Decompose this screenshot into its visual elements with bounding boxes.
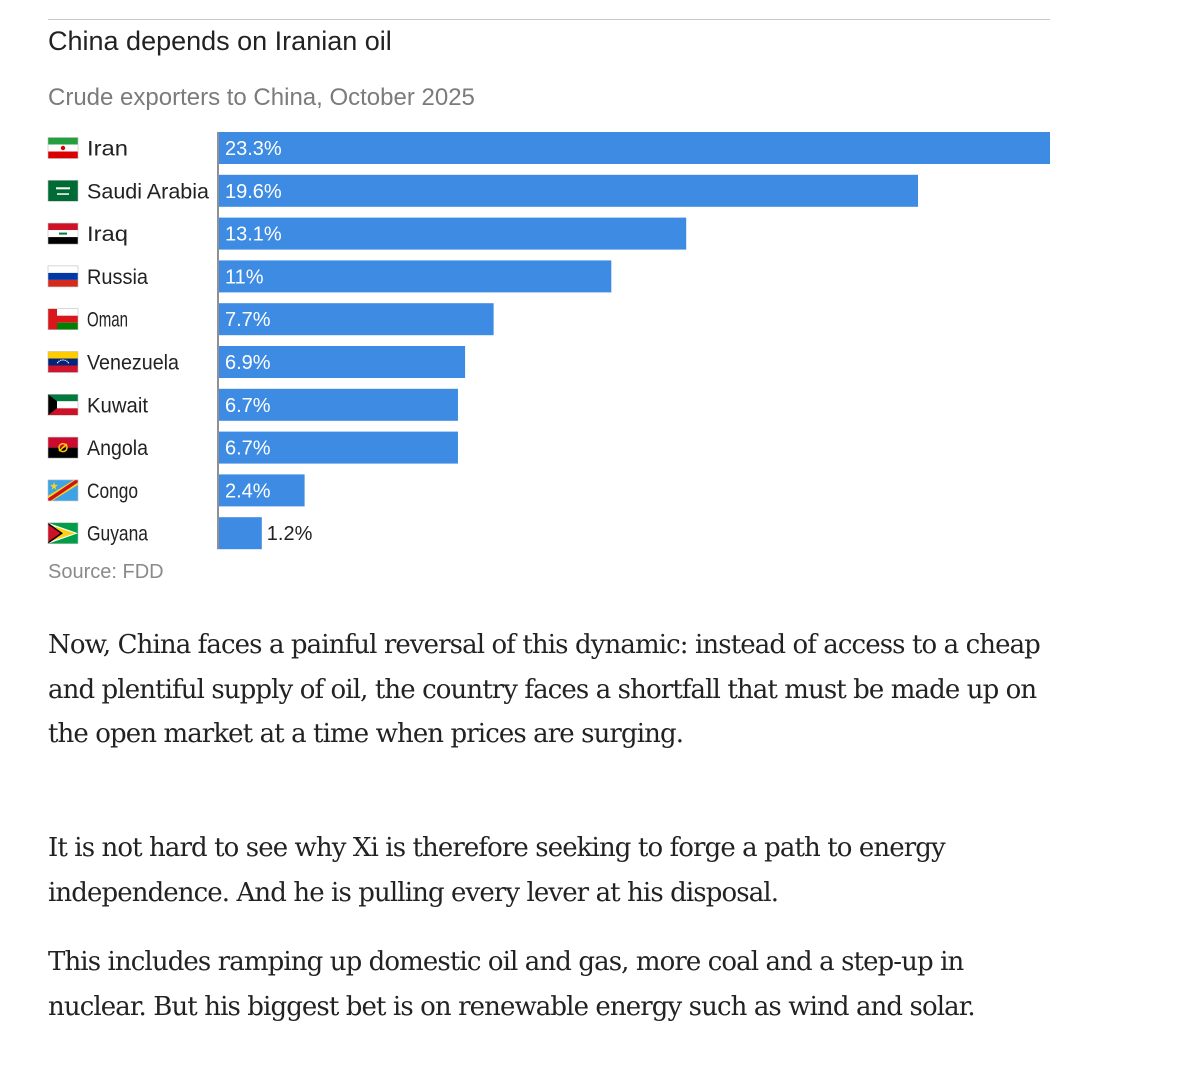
category-label-saudi-arabia: Saudi Arabia (87, 180, 209, 203)
value-label-russia: 11% (225, 266, 264, 288)
value-label-congo: 2.4% (225, 480, 271, 502)
bar-oman (219, 303, 494, 336)
article-paragraph-1: Now, China faces a painful reversal of t… (48, 630, 1041, 749)
chart-source: Source: FDD (48, 561, 164, 583)
guyana-flag-icon (47, 522, 79, 545)
category-label-kuwait: Kuwait (87, 394, 148, 417)
category-label-russia: Russia (87, 266, 148, 289)
bar-iraq (219, 217, 687, 250)
value-label-oman: 7.7% (225, 309, 271, 331)
value-label-iran: 23.3% (225, 138, 282, 160)
article-paragraph-3: This includes ramping up domestic oil an… (48, 947, 976, 1022)
value-label-iraq: 13.1% (225, 224, 282, 246)
value-label-venezuela: 6.9% (225, 352, 271, 374)
bar-iran (219, 132, 1050, 164)
bar-guyana (219, 517, 262, 550)
bar-kuwait (219, 388, 458, 421)
value-label-angola: 6.7% (225, 438, 271, 460)
bar-congo (219, 474, 305, 507)
kuwait-flag-icon (47, 393, 79, 416)
congo-flag-icon (47, 479, 79, 502)
value-label-kuwait: 6.7% (225, 395, 271, 417)
category-label-guyana: Guyana (87, 523, 148, 546)
iraq-flag-icon (47, 222, 79, 245)
bar-venezuela (219, 346, 466, 378)
angola-flag-icon (47, 436, 79, 459)
category-label-angola: Angola (87, 437, 148, 460)
value-label-saudi-arabia: 19.6% (225, 181, 282, 203)
venezuela-flag-icon (47, 351, 79, 373)
iran-flag-icon (47, 137, 79, 159)
saudi-arabia-flag-icon (47, 179, 79, 202)
value-label-guyana: 1.2% (267, 523, 313, 545)
bar-chart: Iran 23.3% Saudi Arabia 19.6% Iraq 13.1% Russi… (47, 132, 1050, 550)
oman-flag-icon (47, 308, 79, 330)
top-divider (48, 19, 1050, 20)
category-label-iran: Iran (87, 138, 128, 161)
chart-subtitle: Crude exporters to China, October 2025 (48, 84, 475, 111)
category-label-congo: Congo (87, 480, 138, 503)
category-label-oman: Oman (87, 309, 128, 332)
bar-russia (219, 260, 612, 293)
bar-angola (219, 431, 458, 464)
category-label-venezuela: Venezuela (87, 352, 179, 375)
article-paragraph-2: It is not hard to see why Xi is therefor… (48, 833, 946, 908)
chart-title: China depends on Iranian oil (48, 26, 392, 56)
russia-flag-icon (47, 265, 79, 288)
bar-saudi-arabia (219, 174, 919, 207)
category-label-iraq: Iraq (87, 223, 128, 246)
